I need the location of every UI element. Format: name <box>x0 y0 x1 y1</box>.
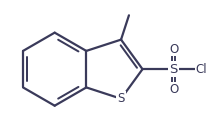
Text: S: S <box>117 92 125 105</box>
Text: Cl: Cl <box>195 63 207 76</box>
Text: O: O <box>169 83 178 96</box>
Text: O: O <box>169 43 178 56</box>
Text: S: S <box>169 63 178 76</box>
